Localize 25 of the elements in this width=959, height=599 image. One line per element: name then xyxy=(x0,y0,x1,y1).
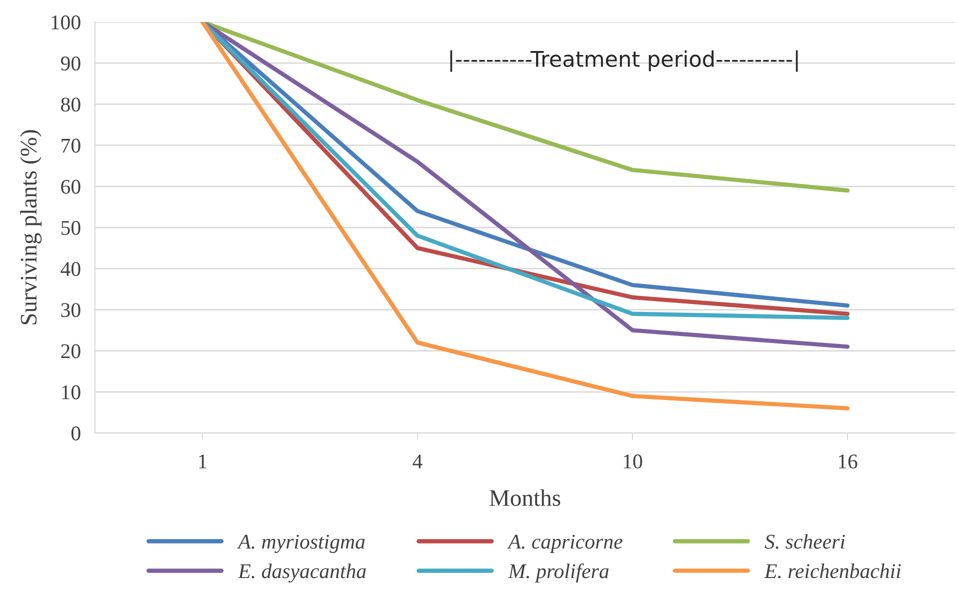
line-series xyxy=(200,22,850,410)
y-tick-label: 70 xyxy=(62,138,80,153)
x-tick-label: 10 xyxy=(624,454,642,468)
legend-label: E. dasyacantha xyxy=(238,564,366,583)
y-axis-title: Surviving plants (%) xyxy=(20,130,42,324)
x-tick-label: 1 xyxy=(199,454,206,468)
legend-label: A. capricorne xyxy=(507,534,622,553)
y-tick-label: 50 xyxy=(61,220,80,235)
legend-label: S. scheeri xyxy=(764,534,845,549)
legend-label: E. reichenbachii xyxy=(764,564,901,578)
y-tick-label: 0 xyxy=(71,426,80,440)
y-tick-label: 100 xyxy=(52,15,80,30)
legend-label: A. myriostigma xyxy=(237,534,365,554)
y-tick-label: 30 xyxy=(61,303,80,318)
y-tick-label: 60 xyxy=(61,180,80,194)
legend-label: M. prolifera xyxy=(508,563,609,582)
x-axis-title: Months xyxy=(490,489,560,506)
x-tick-label: 16 xyxy=(838,454,858,468)
annotation: |----------Treatment period----------| xyxy=(450,50,798,72)
x-tick-label: 4 xyxy=(412,454,422,468)
y-tick-label: 80 xyxy=(61,98,80,112)
y-tick-label: 40 xyxy=(60,262,80,276)
y-tick-label: 90 xyxy=(60,56,80,71)
y-tick-label: 10 xyxy=(62,385,80,400)
y-tick-label: 20 xyxy=(61,344,80,358)
